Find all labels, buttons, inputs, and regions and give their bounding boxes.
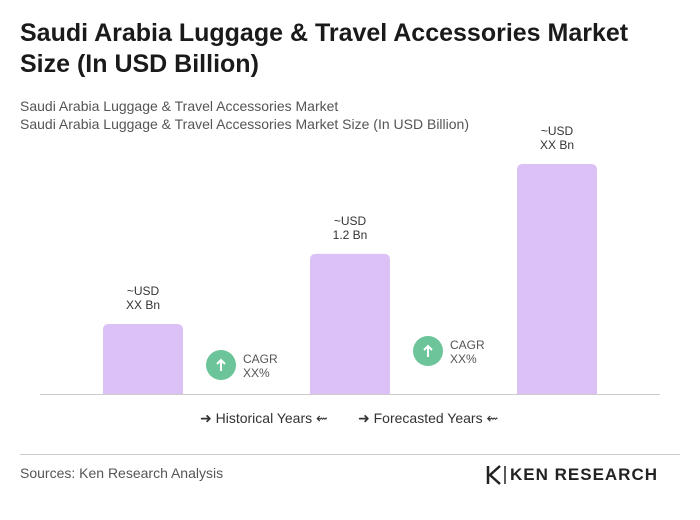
- legend-label: Forecasted Years: [373, 410, 483, 426]
- logo-icon: [486, 465, 506, 485]
- subtitle: Saudi Arabia Luggage & Travel Accessorie…: [20, 116, 469, 132]
- bar: [517, 164, 597, 394]
- chart-title: Saudi Arabia Luggage & Travel Accessorie…: [20, 19, 629, 78]
- logo: KEN RESEARCH: [510, 465, 659, 484]
- cagr-icon: [206, 350, 236, 380]
- legend-entry: ➜ Historical Years ⇜: [200, 410, 328, 426]
- value-label: ~USD XX Bn: [125, 283, 161, 312]
- cagr-icon: [413, 336, 443, 366]
- annotation: CAGR XX%: [450, 338, 485, 366]
- value-label: ~USD XX Bn: [539, 124, 575, 152]
- annotation: CAGR XX%: [243, 352, 278, 380]
- source: Sources: Ken Research Analysis: [20, 465, 224, 481]
- legend-entry: ➜ Forecasted Years ⇜: [358, 410, 499, 426]
- bar: [310, 253, 390, 394]
- value-label: ~USD 1.2 Bn: [332, 213, 368, 242]
- bar: [103, 323, 183, 394]
- legend-label: Historical Years: [215, 410, 313, 426]
- subtitle: Saudi Arabia Luggage & Travel Accessorie…: [20, 98, 339, 114]
